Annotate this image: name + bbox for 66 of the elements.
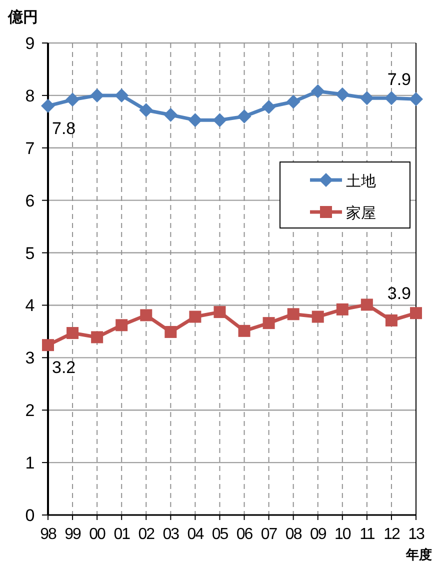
y-tick-label: 4	[25, 296, 35, 316]
x-tick-label: 08	[285, 526, 302, 543]
legend-label: 土地	[346, 173, 376, 190]
y-tick-label: 8	[25, 86, 35, 106]
point	[262, 317, 275, 330]
point	[360, 298, 373, 311]
data-label: 7.8	[52, 118, 76, 138]
point	[140, 309, 152, 322]
point	[238, 324, 250, 337]
point	[310, 84, 325, 98]
point	[189, 310, 202, 323]
point	[335, 87, 350, 102]
x-tick-label: 00	[89, 526, 106, 543]
point	[114, 88, 129, 102]
point	[214, 306, 226, 318]
x-tick-label: 09	[310, 526, 327, 543]
x-tick-label: 99	[64, 526, 82, 543]
point	[237, 109, 252, 124]
x-tick-label: 04	[187, 526, 204, 543]
point	[385, 314, 398, 326]
data-label: 7.9	[387, 70, 411, 90]
point	[409, 92, 423, 106]
point	[384, 91, 398, 106]
point	[336, 303, 348, 316]
x-tick-label: 98	[40, 526, 57, 543]
point	[42, 339, 54, 352]
data-label: 3.9	[387, 284, 411, 304]
point	[164, 326, 177, 338]
x-tick-label: 06	[236, 526, 254, 543]
y-tick-label: 5	[25, 244, 35, 263]
legend-label: 家屋	[346, 205, 376, 222]
point	[262, 100, 276, 114]
point	[212, 113, 227, 128]
x-tick-label: 13	[408, 526, 425, 543]
y-tick-label: 7	[25, 138, 35, 158]
y-tick-label: 6	[25, 191, 35, 210]
data-label: 3.2	[52, 358, 76, 378]
x-tick-label: 03	[162, 526, 180, 543]
point	[312, 310, 324, 323]
x-tick-label: 12	[384, 526, 400, 543]
point	[360, 91, 374, 106]
point	[139, 103, 154, 118]
x-tick-label: 01	[114, 526, 131, 543]
y-tick-label: 9	[25, 34, 35, 53]
x-tick-label: 07	[260, 526, 278, 543]
point	[188, 113, 202, 128]
y-tick-label: 3	[25, 348, 35, 368]
x-axis-title: 年度	[405, 547, 432, 562]
x-tick-label: 05	[212, 526, 229, 543]
x-tick-label: 10	[334, 526, 352, 543]
point	[90, 88, 104, 102]
point	[116, 319, 128, 332]
x-tick-label: 02	[138, 526, 156, 543]
point	[66, 92, 80, 107]
point	[286, 94, 300, 109]
y-tick-label: 1	[25, 454, 35, 473]
point	[164, 108, 178, 122]
point	[91, 331, 104, 344]
x-tick-label: 11	[360, 526, 376, 543]
point	[410, 307, 422, 320]
y-axis-title: 億円	[7, 9, 38, 26]
point	[287, 308, 300, 320]
point	[66, 327, 79, 340]
y-tick-label: 0	[25, 506, 35, 525]
y-tick-label: 2	[25, 401, 35, 420]
point	[41, 98, 55, 113]
